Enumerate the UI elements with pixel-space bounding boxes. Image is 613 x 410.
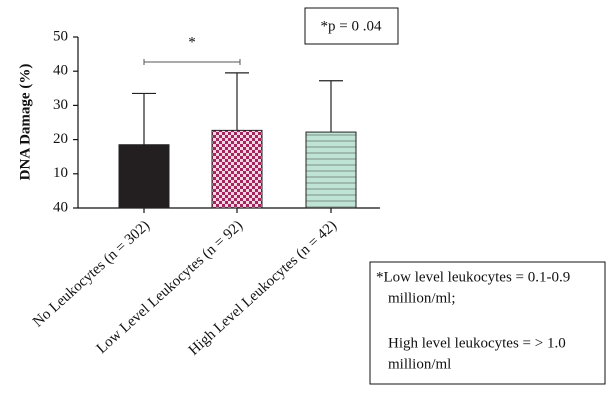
y-tick-label: 40 (53, 63, 68, 79)
bar (118, 144, 170, 209)
x-tick-label: High Level Leukocytes (n = 42) (186, 218, 340, 359)
note-line: High level leukocytes = > 1.0 (388, 335, 566, 351)
note-line: million/ml; (388, 290, 456, 306)
y-axis-title: DNA Damage (%) (17, 64, 33, 181)
bar (305, 131, 357, 209)
y-tick-label: 50 (53, 28, 68, 44)
y-tick-label: 40 (53, 199, 68, 215)
p-box (304, 7, 399, 45)
x-tick-label: Low Level Leukocytes (n = 92) (94, 218, 246, 357)
y-tick-label: 10 (53, 165, 68, 181)
note-line: million/ml (388, 356, 451, 372)
y-tick-label: 20 (53, 131, 68, 147)
y-tick-label: 30 (53, 97, 68, 113)
note-line: *Low level leukocytes = 0.1-0.9 (376, 269, 570, 285)
note-box (369, 261, 606, 385)
p-value: *p = 0 .04 (321, 18, 382, 34)
bar (211, 129, 263, 209)
significance-label: * (188, 34, 196, 50)
